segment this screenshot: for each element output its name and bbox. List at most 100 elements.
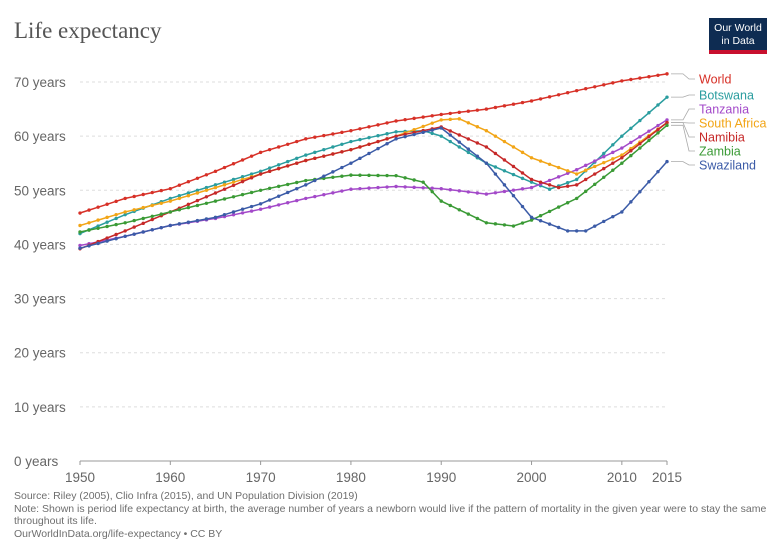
series-point [647,134,651,139]
series-point [656,127,660,132]
series-point [457,110,461,115]
series-point [286,142,290,146]
series-point [484,221,489,225]
series-point [322,147,326,152]
series-point [78,246,82,250]
series-point [340,130,344,135]
series-point [565,171,570,175]
series-point [222,180,227,184]
series-point [511,224,516,228]
series-point [602,175,606,179]
series-point [349,139,353,144]
series-point [593,182,597,187]
x-tick-label: 1970 [246,470,276,485]
series-point [611,81,615,85]
series-point [96,218,100,222]
series-point [430,114,434,118]
series-point [439,118,443,122]
series-point [385,142,389,146]
series-point [620,146,624,150]
series-point [629,153,633,158]
series-point [638,135,642,139]
owid-logo[interactable]: Our World in Data [709,18,767,54]
series-point [231,183,236,188]
series-point [520,171,525,175]
legend-connector [671,108,695,121]
series-point [565,91,570,95]
series-point [286,159,290,164]
series-point [421,180,425,184]
series-point [213,169,218,174]
series-point [593,224,597,228]
series-point [574,88,579,93]
series-point [240,211,245,215]
series-point [304,153,308,157]
series-point [267,169,272,174]
series-point [475,154,480,158]
series-point [620,210,624,214]
series-point [313,135,317,139]
series-point [620,161,624,165]
series-point [349,147,353,152]
series-point [493,165,498,169]
series-point [565,169,570,173]
legend-label: Swaziland [699,159,756,173]
series-point [656,131,660,135]
series-point [538,214,543,218]
series-point [286,201,290,205]
series-point [403,117,407,122]
series-point [665,120,669,125]
series-point [565,201,570,205]
series-point [439,112,443,117]
series-point [267,186,272,191]
series-point [493,134,498,138]
series-point [602,155,606,159]
series-point [484,145,489,149]
series-point [394,134,398,138]
series-point [105,202,109,206]
x-tick-label: 2015 [652,470,682,485]
series-point [322,133,326,138]
series-point [547,178,552,183]
series-point [322,174,326,178]
series-point [141,230,145,234]
series-point [276,166,281,171]
series-point [349,187,353,191]
series-point [584,177,588,182]
series-point [457,145,461,149]
series-point [349,173,353,177]
series-point [421,130,425,135]
series-point [529,185,534,190]
series-point [403,132,407,137]
series-point [313,194,317,199]
series-point [475,108,480,112]
series-point [412,185,416,190]
series-point [529,99,534,103]
series-point [556,165,561,170]
series-point [331,175,335,179]
x-tick-label: 2010 [607,470,637,485]
series-point [656,73,660,77]
series-point [584,189,588,194]
series-point [150,190,154,195]
attribution-link[interactable]: OurWorldInData.org/life-expectancy • CC … [14,527,223,540]
series-point [376,134,380,138]
series-point [186,191,191,195]
series-point [295,198,299,203]
series-point [168,196,173,201]
series-point [448,203,452,208]
series-point [593,159,597,163]
series-point [186,220,191,224]
series-point [629,149,633,153]
series-point [213,215,218,220]
y-tick-label: 50 years [14,183,66,198]
series-point [620,79,624,83]
series-point [141,216,145,221]
series-point [304,158,308,163]
series-point [502,104,507,108]
series-point [529,177,534,182]
series-point [620,153,624,157]
series-point [493,151,498,156]
series-point [665,159,669,164]
series-point [231,162,236,166]
